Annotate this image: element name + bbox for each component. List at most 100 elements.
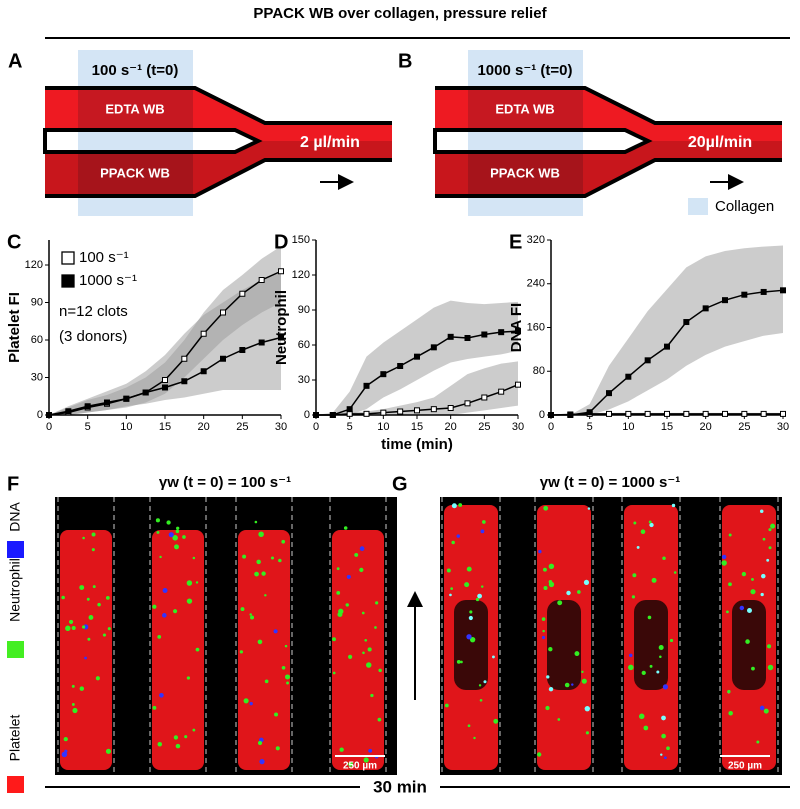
data-point	[780, 287, 786, 294]
cell	[84, 656, 87, 660]
cell	[477, 593, 482, 599]
channel-legend: DNA Neutrophil Platelet	[7, 502, 24, 793]
figure-title: PPACK WB over collagen, pressure relief	[253, 5, 547, 22]
cell	[359, 546, 365, 551]
cell	[542, 567, 547, 572]
cell	[339, 747, 344, 752]
cell	[273, 629, 278, 634]
cell	[449, 593, 452, 597]
legend-label: 100 s⁻¹	[79, 249, 129, 266]
cell	[648, 520, 652, 524]
cell	[726, 610, 729, 614]
cell	[760, 592, 764, 597]
data-point	[625, 373, 632, 380]
panel-label: A	[8, 50, 22, 72]
cell	[750, 589, 756, 595]
cell	[759, 509, 764, 514]
cell	[739, 605, 745, 611]
cell	[243, 698, 249, 704]
cell	[656, 670, 660, 674]
cell	[536, 752, 542, 757]
x-tick-label: 30	[777, 421, 789, 433]
panel-label: B	[398, 50, 412, 72]
data-point	[414, 353, 420, 360]
data-point	[702, 305, 709, 312]
cell	[284, 674, 291, 680]
x-tick-label: 30	[512, 421, 524, 433]
cell	[71, 684, 75, 688]
y-tick-label: 60	[298, 339, 310, 351]
legend-dna: DNA	[7, 502, 23, 532]
cell	[336, 567, 340, 571]
collagen-legend: Collagen	[715, 198, 774, 215]
cell	[662, 556, 666, 560]
cell	[254, 520, 258, 524]
cell	[661, 715, 666, 721]
cell	[640, 529, 646, 535]
y-axis-label: Neutrophil	[273, 290, 290, 365]
data-point	[181, 378, 188, 385]
cell	[249, 613, 252, 616]
cell	[363, 757, 369, 763]
cell	[168, 532, 174, 538]
cell	[469, 610, 473, 614]
cell	[97, 602, 101, 607]
cell	[577, 590, 581, 594]
cell	[759, 705, 765, 711]
data-point	[181, 355, 188, 362]
shear-label: 100 s⁻¹ (t=0)	[92, 62, 179, 79]
cell	[762, 537, 766, 541]
cell	[270, 556, 275, 560]
cell	[86, 597, 90, 601]
cell	[354, 552, 359, 557]
chart: E DNA FI 0 5 10 15 20 25 30 0 80 160 240 320	[508, 231, 789, 433]
inlet-label: PPACK WB	[490, 165, 560, 180]
data-point	[722, 297, 728, 304]
chart: C Platelet FI 0 5 10 15 20 25 30 0 30 60 90 120 100 s⁻…	[6, 231, 287, 433]
cell	[61, 751, 68, 758]
cell	[571, 683, 574, 686]
data-point	[515, 381, 521, 388]
dark-region	[454, 600, 488, 690]
cell	[281, 539, 286, 544]
cell	[281, 665, 286, 670]
cell	[581, 670, 584, 674]
cell	[466, 634, 472, 640]
cell	[264, 679, 269, 684]
y-tick-label: 240	[527, 278, 545, 290]
cell	[195, 581, 199, 584]
x-tick-label: 15	[661, 421, 673, 433]
cell	[669, 638, 674, 643]
flow-label: 2 µl/min	[300, 134, 360, 151]
y-tick-label: 0	[304, 409, 310, 421]
shear-label: 1000 s⁻¹ (t=0)	[477, 62, 572, 79]
y-tick-label: 120	[292, 269, 310, 281]
cell	[95, 676, 100, 681]
legend-neutrophil: Neutrophil	[7, 558, 23, 622]
cell	[468, 615, 473, 621]
data-point	[200, 330, 207, 337]
cell	[152, 604, 157, 609]
cell	[87, 637, 91, 641]
data-point	[515, 328, 521, 334]
cell	[673, 571, 677, 574]
cell	[107, 627, 111, 631]
data-point	[363, 382, 370, 389]
cell	[105, 748, 112, 754]
cell	[242, 554, 247, 559]
cell	[541, 635, 546, 640]
cell	[649, 664, 653, 668]
y-tick-label: 90	[298, 304, 310, 316]
neutrophil-swatch	[7, 641, 24, 658]
cell	[548, 647, 553, 652]
y-tick-label: 60	[31, 334, 43, 346]
cell	[658, 644, 664, 651]
cell	[638, 713, 645, 720]
x-tick-label: 10	[377, 421, 389, 433]
cell	[377, 717, 382, 722]
data-point	[464, 400, 471, 407]
cell	[761, 573, 766, 579]
